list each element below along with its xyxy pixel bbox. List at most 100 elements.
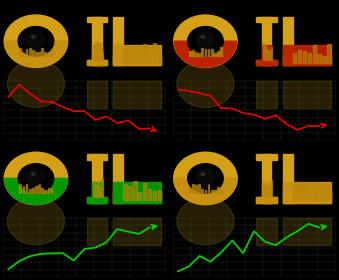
Bar <box>256 218 277 245</box>
Bar <box>283 154 293 203</box>
Bar <box>93 182 95 197</box>
Bar <box>267 49 268 60</box>
Bar <box>303 183 306 200</box>
Bar <box>35 52 37 56</box>
Circle shape <box>188 164 223 193</box>
Bar <box>220 190 222 193</box>
Bar <box>133 48 137 62</box>
Bar <box>158 53 161 62</box>
Bar <box>322 56 326 62</box>
Bar <box>99 43 101 60</box>
Bar <box>265 45 266 60</box>
Bar <box>262 45 271 66</box>
Bar <box>307 192 311 200</box>
Circle shape <box>188 27 223 56</box>
Bar <box>322 188 326 200</box>
Bar <box>269 186 270 197</box>
Bar <box>313 45 316 62</box>
Bar <box>99 187 101 197</box>
Wedge shape <box>4 178 67 204</box>
Bar <box>138 54 141 62</box>
Bar <box>283 218 331 245</box>
Bar <box>198 184 200 193</box>
Bar <box>92 17 102 66</box>
Bar <box>138 192 141 200</box>
Bar <box>201 189 203 193</box>
Bar <box>123 184 127 200</box>
Bar <box>298 50 301 62</box>
Bar <box>307 53 311 62</box>
Bar <box>86 154 107 160</box>
Bar <box>101 178 103 197</box>
Bar <box>263 184 264 197</box>
Bar <box>86 197 107 203</box>
Bar <box>51 188 53 193</box>
Bar <box>204 190 206 193</box>
Circle shape <box>4 152 68 205</box>
Bar <box>267 186 268 197</box>
Bar <box>113 154 123 203</box>
Bar <box>220 47 222 56</box>
Bar <box>86 17 107 22</box>
Bar <box>208 185 210 193</box>
Bar <box>204 49 206 56</box>
Bar <box>214 53 216 56</box>
Bar <box>123 48 127 62</box>
Circle shape <box>177 198 234 245</box>
Polygon shape <box>200 30 211 39</box>
Circle shape <box>196 169 215 184</box>
Bar <box>256 17 277 22</box>
Bar <box>195 185 197 193</box>
Bar <box>38 184 40 193</box>
Bar <box>153 43 156 62</box>
Bar <box>29 48 31 56</box>
Bar <box>92 154 102 203</box>
Bar <box>317 187 321 200</box>
Bar <box>263 42 264 60</box>
Circle shape <box>201 36 204 38</box>
Bar <box>201 48 203 56</box>
Bar <box>113 45 161 66</box>
Circle shape <box>27 32 45 47</box>
Polygon shape <box>30 30 42 39</box>
Bar <box>38 52 40 56</box>
Bar <box>143 44 146 62</box>
Bar <box>217 51 219 56</box>
Circle shape <box>32 173 35 175</box>
Bar <box>101 52 103 60</box>
Bar <box>298 183 301 200</box>
Bar <box>97 182 99 197</box>
Bar <box>214 190 216 193</box>
Bar <box>93 45 95 60</box>
Bar <box>113 81 161 108</box>
Bar <box>283 45 331 66</box>
Bar <box>29 189 31 193</box>
Bar <box>303 51 306 62</box>
Bar <box>86 60 107 66</box>
Bar <box>256 60 277 66</box>
Bar <box>86 60 107 66</box>
Circle shape <box>27 169 45 184</box>
Bar <box>262 154 271 203</box>
Bar <box>262 182 271 203</box>
Polygon shape <box>30 167 42 176</box>
Circle shape <box>174 15 237 67</box>
Bar <box>256 60 277 66</box>
Bar <box>95 42 97 60</box>
Bar <box>92 45 102 66</box>
Bar <box>198 53 200 56</box>
Bar <box>128 52 132 62</box>
Bar <box>189 51 191 56</box>
Bar <box>256 81 277 108</box>
Bar <box>86 81 107 108</box>
Bar <box>189 188 191 193</box>
Bar <box>113 56 161 66</box>
Circle shape <box>196 32 215 47</box>
Bar <box>32 188 34 193</box>
Bar <box>19 184 21 193</box>
Circle shape <box>7 198 64 245</box>
Bar <box>256 154 277 160</box>
Bar <box>256 197 277 203</box>
Bar <box>158 190 161 200</box>
Circle shape <box>4 15 68 67</box>
